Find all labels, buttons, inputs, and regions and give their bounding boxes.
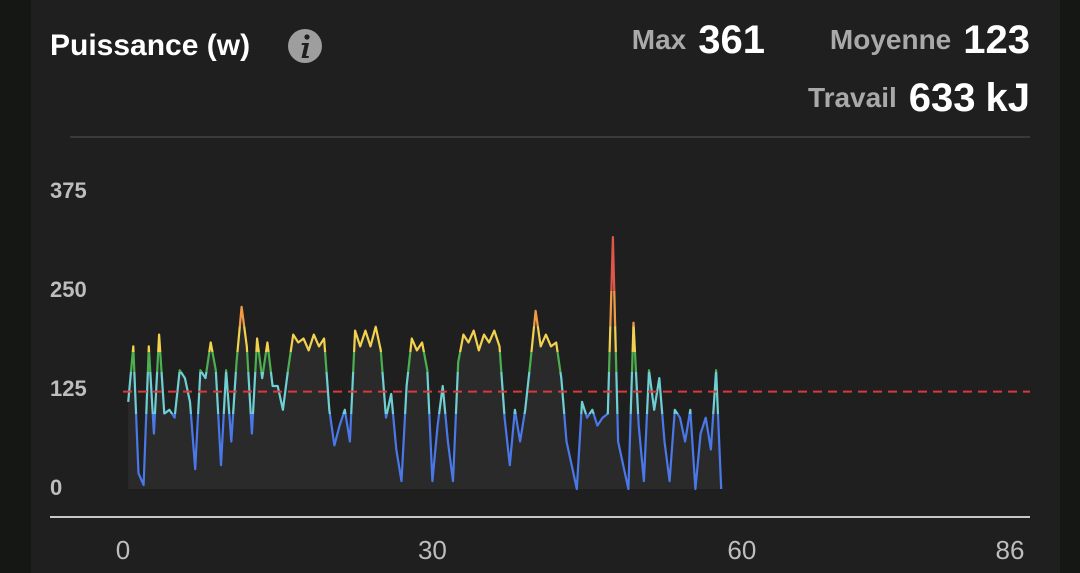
stat-value: 633: [909, 76, 976, 120]
y-tick-label: 0: [50, 475, 62, 500]
power-line: [127, 236, 723, 491]
stat-label: Travail: [808, 82, 897, 113]
stat-value: 361: [698, 18, 765, 62]
stat-label: Moyenne: [830, 24, 951, 55]
y-tick-label: 375: [50, 178, 87, 203]
x-tick-label: 30: [418, 535, 447, 565]
x-tick-label: 0: [116, 535, 130, 565]
y-tick-label: 125: [50, 376, 87, 401]
stat: Max 361: [632, 18, 765, 62]
stats: Max 361 Moyenne 123 Travail 633 kJ: [632, 18, 1030, 120]
x-tick-label: 60: [727, 535, 756, 565]
stat-unit: kJ: [986, 76, 1031, 120]
stat-label: Max: [632, 24, 687, 55]
stat-value: 123: [963, 18, 1030, 62]
stat: Travail 633 kJ: [808, 76, 1030, 120]
x-tick-label: 86: [996, 535, 1025, 565]
area-fill: [128, 237, 722, 489]
y-tick-label: 250: [50, 277, 87, 302]
card: [31, 0, 1060, 573]
info-icon[interactable]: [288, 29, 322, 63]
stat: Moyenne 123: [830, 18, 1030, 62]
chart-title: Puissance (w): [50, 29, 250, 62]
